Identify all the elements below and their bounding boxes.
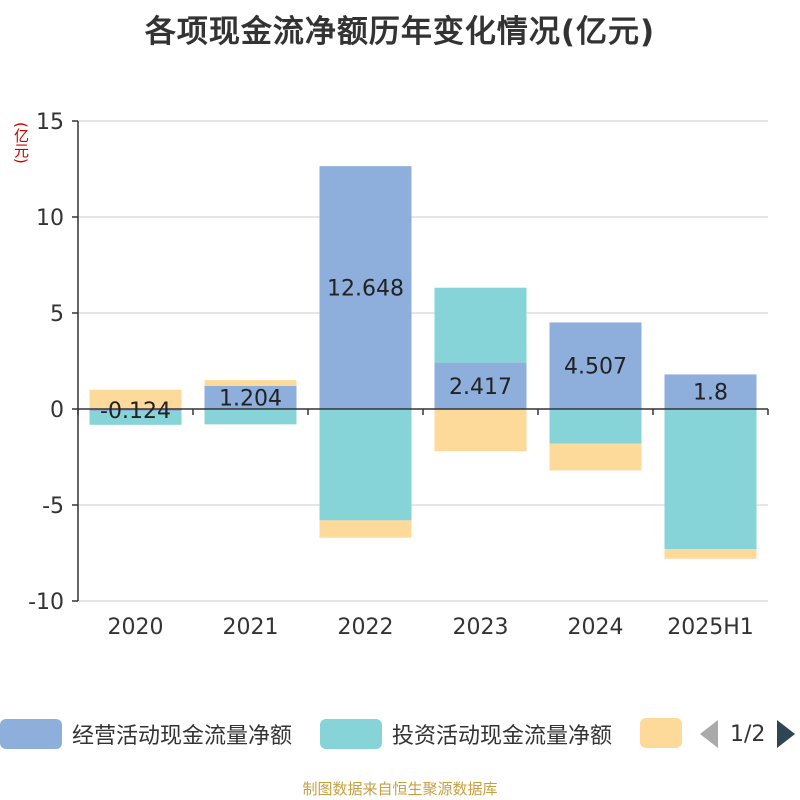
legend-swatch-financing <box>640 718 682 748</box>
chart-title: 各项现金流净额历年变化情况(亿元) <box>144 14 656 50</box>
bar-s0-2021 <box>204 385 297 409</box>
x-tick-label: 2025H1 <box>667 615 754 640</box>
legend-label-operating: 经营活动现金流量净额 <box>72 724 293 749</box>
legend-item-financing[interactable] <box>640 718 692 748</box>
bar-s1-2020 <box>89 411 182 425</box>
bar-s1-2024 <box>549 409 642 444</box>
bar-s0-2024 <box>549 322 642 409</box>
bar-s1-2025H1 <box>664 409 757 550</box>
x-tick-label: 2024 <box>568 615 624 640</box>
bar-s2-2021 <box>204 380 297 386</box>
data-label: -0.124 <box>100 399 171 424</box>
bar-s0-2025H1 <box>664 374 757 409</box>
y-axis-unit: (亿元) <box>12 122 30 164</box>
bar-s2-2025H1 <box>664 549 757 559</box>
bar-s0-2022 <box>319 166 412 409</box>
pager-text: 1/2 <box>730 721 766 747</box>
data-label: 1.8 <box>693 381 728 406</box>
bar-s1-2022 <box>319 409 412 521</box>
data-label: 12.648 <box>327 277 404 302</box>
data-label: 4.507 <box>564 355 627 380</box>
bar-s2-2020 <box>89 389 182 409</box>
legend-pager: 1/2 <box>700 720 796 748</box>
x-tick-label: 2022 <box>338 615 394 640</box>
chart-area: 15 10 5 0 -5 -10 -0.124 1.204 12.648 2.417 4.507 1.… <box>28 110 769 640</box>
legend-item-operating[interactable]: 经营活动现金流量净额 <box>0 718 292 750</box>
pager-next-icon[interactable] <box>777 720 796 748</box>
legend-swatch-investing <box>320 719 382 749</box>
data-label: 1.204 <box>219 386 282 411</box>
data-label: 2.417 <box>449 375 512 400</box>
legend-label-investing: 投资活动现金流量净额 <box>392 724 613 749</box>
bar-s0-2023 <box>434 362 527 409</box>
bar-s1-2021 <box>204 409 297 425</box>
pager-prev-icon[interactable] <box>700 720 718 748</box>
x-tick-label: 2023 <box>453 615 509 640</box>
source-footer: 制图数据来自恒生聚源数据库 <box>302 780 498 798</box>
bar-s2-2024 <box>549 443 642 471</box>
x-tick-label: 2021 <box>223 615 279 640</box>
legend-swatch-operating <box>0 719 62 749</box>
y-tick-label: 10 <box>36 206 64 231</box>
x-tick-label: 2020 <box>108 615 164 640</box>
bar-s0-2020 <box>89 409 182 412</box>
bar-s2-2023 <box>434 409 527 452</box>
y-tick-label: -5 <box>42 494 64 519</box>
y-tick-label: -10 <box>28 590 64 615</box>
y-tick-label: 5 <box>50 302 64 327</box>
bar-s1-2023 <box>434 287 527 363</box>
legend-item-investing[interactable]: 投资活动现金流量净额 <box>320 718 612 750</box>
y-tick-label: 0 <box>50 398 64 423</box>
legend: 经营活动现金流量净额 投资活动现金流量净额 1/2 <box>0 712 800 756</box>
y-tick-label: 15 <box>36 110 64 135</box>
bar-s2-2022 <box>319 520 412 538</box>
